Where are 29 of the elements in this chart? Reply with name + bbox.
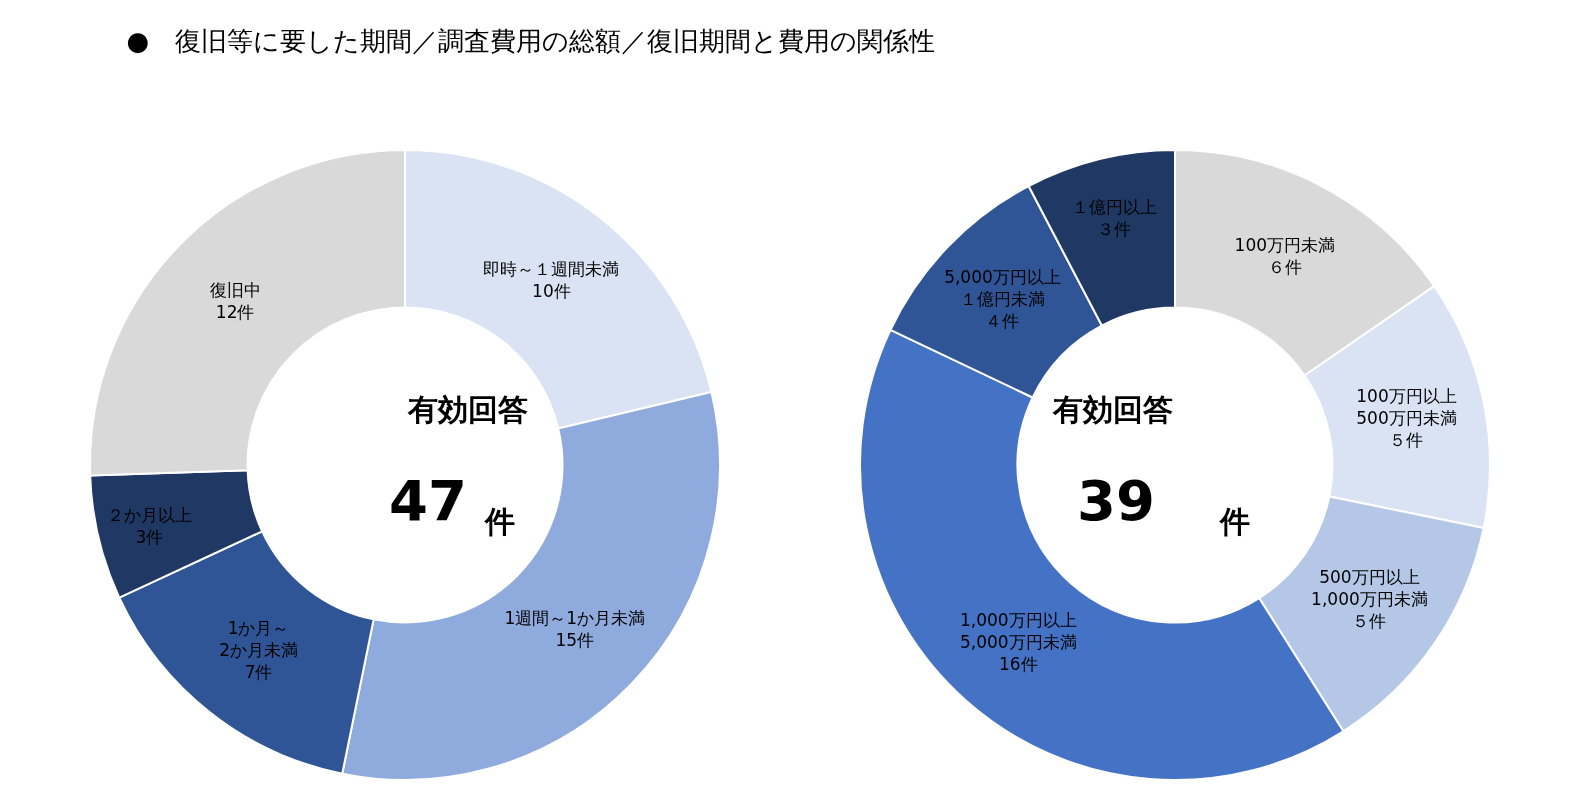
- data-label: 16件: [999, 653, 1038, 674]
- slice-label: 1か月～ 2か月未満: [219, 618, 298, 661]
- slice-label: 1週間～1か月未満: [504, 608, 646, 629]
- data-label: ６件: [1267, 256, 1302, 277]
- text: 件: [484, 504, 515, 539]
- slice-label: 1,000万円以上 5,000万円未満: [960, 609, 1077, 652]
- data-label: ５件: [1352, 611, 1387, 632]
- text: 有効回答: [1052, 392, 1173, 427]
- data-label: 7件: [244, 662, 273, 683]
- slice-label: ２か月以上: [106, 504, 192, 525]
- data-label: 15件: [555, 630, 595, 651]
- data-label: 10件: [532, 280, 571, 301]
- slice-label: 即時～１週間未満: [483, 258, 620, 279]
- slice-label: 100万円以上 500万円未満: [1356, 385, 1457, 428]
- chart-title: ● 復旧等に要した期間／調査費用の総額／復旧期間と費用の関係性: [126, 26, 936, 57]
- slice-label: １億円以上: [1071, 197, 1157, 218]
- slice-label: 5,000万円以上１億円未満: [944, 267, 1061, 310]
- data-label: ３件: [1097, 219, 1132, 240]
- text: 47: [389, 468, 467, 533]
- text: 有効回答: [407, 392, 528, 427]
- data-label: 12件: [215, 301, 255, 322]
- text: 件: [1219, 504, 1250, 539]
- slice-label: 復旧中: [209, 279, 261, 300]
- data-label: ４件: [985, 311, 1020, 332]
- text: 39: [1077, 468, 1155, 533]
- data-label: ５件: [1389, 429, 1424, 450]
- slice-label: 100万円未満: [1234, 234, 1336, 255]
- slice-label: 500万円以上 1,000万円未満: [1311, 567, 1428, 610]
- data-label: 3件: [135, 526, 164, 547]
